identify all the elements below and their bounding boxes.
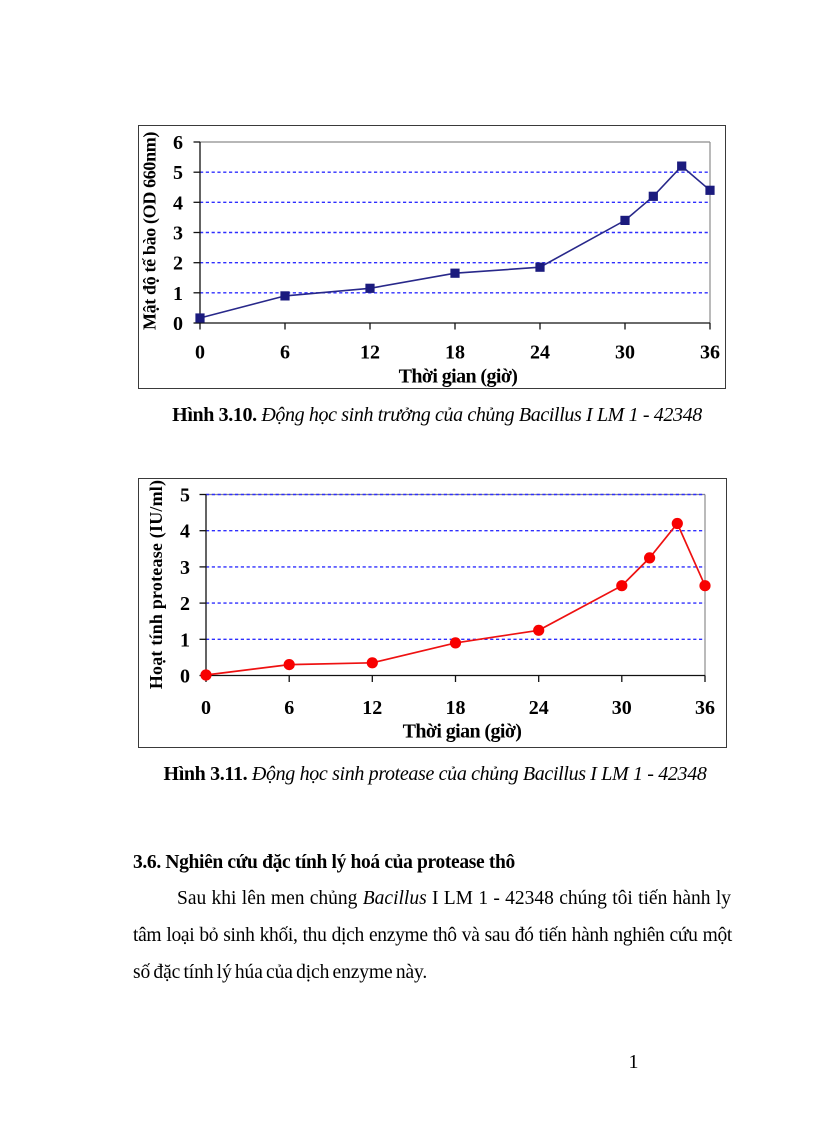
svg-text:1: 1 [180,629,190,651]
svg-text:5: 5 [180,485,190,507]
svg-text:4: 4 [173,192,183,214]
svg-text:3: 3 [180,557,190,579]
svg-text:12: 12 [360,341,380,363]
svg-text:24: 24 [529,697,549,719]
svg-text:Hoạt tính protease (IU/ml): Hoạt tính protease (IU/ml) [146,480,167,689]
svg-text:3: 3 [173,223,183,245]
svg-text:30: 30 [612,697,632,719]
svg-text:36: 36 [695,697,715,719]
svg-text:2: 2 [173,253,183,275]
svg-text:6: 6 [284,697,294,719]
svg-text:30: 30 [615,341,635,363]
svg-text:36: 36 [700,341,720,363]
svg-text:6: 6 [280,341,290,363]
svg-text:0: 0 [180,666,190,688]
svg-text:4: 4 [180,521,190,543]
svg-text:12: 12 [362,697,382,719]
svg-text:1: 1 [173,283,183,305]
svg-text:24: 24 [530,341,550,363]
svg-text:6: 6 [173,132,183,154]
svg-text:Thời gian (giờ): Thời gian (giờ) [403,721,522,743]
svg-text:Mật độ tế bào (OD 660nm): Mật độ tế bào (OD 660nm) [140,132,161,330]
svg-text:2: 2 [180,593,190,615]
svg-text:0: 0 [173,313,183,335]
svg-text:5: 5 [173,162,183,184]
svg-text:0: 0 [201,697,211,719]
svg-text:18: 18 [445,341,465,363]
svg-text:18: 18 [446,697,466,719]
svg-text:0: 0 [195,341,205,363]
svg-text:Thời gian (giờ): Thời gian (giờ) [399,365,518,387]
